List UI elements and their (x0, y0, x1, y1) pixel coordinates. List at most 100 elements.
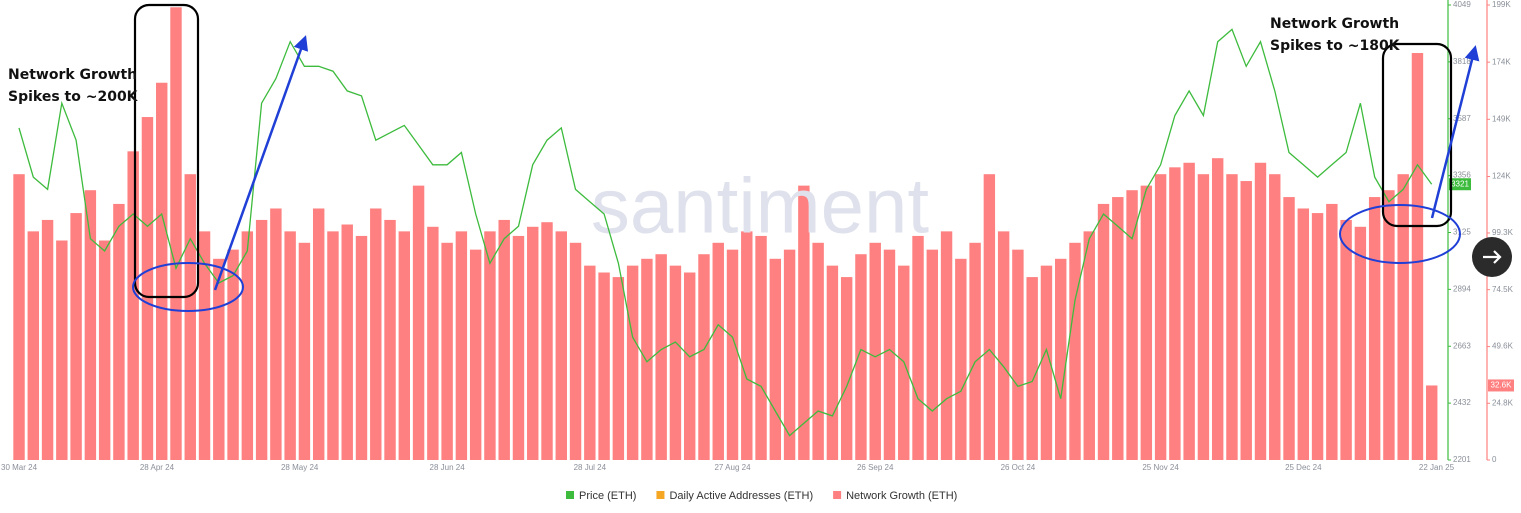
highlight-box (133, 3, 200, 299)
current-network-badge (1488, 379, 1514, 392)
bar (1368, 197, 1381, 460)
x-tick-label: 22 Jan 25 (1419, 463, 1455, 472)
next-button[interactable] (1472, 237, 1512, 277)
bar (156, 82, 168, 460)
y-tick-label: 49.6K (1492, 342, 1514, 351)
bar (1083, 231, 1095, 460)
current-price-label: 3321 (1451, 179, 1469, 188)
bar (997, 231, 1010, 460)
bar (1397, 174, 1409, 460)
annotation: Spikes to ~200K (8, 89, 139, 105)
bar (1226, 174, 1238, 460)
x-tick-label: 25 Nov 24 (1142, 463, 1179, 472)
legend-swatch (833, 491, 842, 499)
y-tick-label: 0 (1492, 455, 1497, 464)
bar (1240, 181, 1252, 460)
bar (826, 265, 839, 460)
bar (1040, 265, 1053, 460)
y2-tick-label: 4049 (1453, 0, 1471, 9)
bar (370, 208, 382, 460)
bar (327, 231, 339, 460)
y2-tick-label: 2201 (1453, 455, 1471, 464)
bar (712, 242, 724, 460)
bar (113, 203, 125, 460)
bar (1154, 174, 1167, 460)
bar (1269, 174, 1281, 460)
highlight-ellipse (132, 262, 244, 312)
legend-label: Network Growth (ETH) (846, 490, 957, 502)
x-tick-label: 28 Jun 24 (430, 463, 466, 472)
bar (726, 249, 739, 460)
current-price-badge (1449, 178, 1471, 191)
bar (13, 174, 25, 460)
bar (683, 272, 696, 460)
bar (1126, 190, 1138, 461)
bar (584, 265, 596, 460)
bar (1183, 162, 1195, 460)
bar (983, 174, 996, 460)
y2-tick-label: 3356 (1453, 171, 1471, 180)
bar (27, 231, 40, 460)
current-network-label: 32.6K (1491, 381, 1513, 390)
bar (612, 277, 625, 460)
bar (798, 185, 810, 460)
y2-tick-label: 3818 (1453, 57, 1471, 66)
bar (569, 242, 582, 460)
bar (855, 254, 867, 460)
bar (698, 254, 710, 460)
bar (484, 231, 496, 460)
y-tick-label: 174K (1492, 57, 1511, 66)
bar (1097, 203, 1110, 460)
arrow (1430, 45, 1480, 219)
axes: 2201 2432 2663 2894 3125 3356 3587 3818 4049 0 24.… (1, 0, 1514, 472)
x-tick-label: 28 Apr 24 (140, 463, 175, 472)
bar (1140, 185, 1153, 460)
y2-tick-label: 3125 (1453, 228, 1471, 237)
y-tick-label: 99.3K (1492, 228, 1514, 237)
bar (56, 240, 68, 460)
bar (441, 242, 453, 460)
bar (184, 174, 196, 460)
bar (1254, 162, 1267, 460)
legend-swatch (566, 491, 574, 499)
y-tick-label: 149K (1492, 114, 1511, 123)
bar (869, 242, 881, 460)
bar (498, 219, 510, 460)
annotation: Network Growth (8, 67, 137, 83)
x-tick-label: 25 Dec 24 (1285, 463, 1322, 472)
bar (955, 258, 967, 460)
y2-tick-label: 3587 (1453, 114, 1471, 123)
bar (398, 231, 411, 460)
watermark: santiment (591, 162, 929, 250)
x-tick-label: 26 Oct 24 (1001, 463, 1036, 472)
y2-tick-label: 2432 (1453, 398, 1471, 407)
bar (341, 224, 353, 460)
bar (912, 235, 924, 460)
bar (255, 219, 268, 460)
x-tick-label: 27 Aug 24 (714, 463, 751, 472)
y-tick-label: 74.5K (1492, 285, 1514, 294)
bar (1311, 213, 1324, 460)
bar-layer (13, 7, 1438, 461)
bar (1026, 277, 1038, 460)
bar (1426, 385, 1438, 460)
bar (284, 231, 296, 460)
bar (41, 219, 54, 460)
bar (940, 231, 953, 460)
bar (1069, 242, 1081, 460)
bar (812, 242, 824, 460)
legend-label: Daily Active Addresses (ETH) (669, 490, 813, 502)
bar (312, 208, 325, 460)
y2-tick-label: 2894 (1453, 284, 1471, 293)
bar (227, 249, 239, 460)
bar (1055, 258, 1067, 460)
bar (1283, 197, 1295, 460)
bar (626, 265, 639, 460)
bar (198, 231, 211, 460)
bar (840, 277, 853, 460)
bar (213, 258, 225, 460)
next-button-icon[interactable] (1483, 250, 1502, 264)
arrow (213, 35, 309, 291)
bar (412, 185, 425, 460)
bar (769, 258, 782, 460)
